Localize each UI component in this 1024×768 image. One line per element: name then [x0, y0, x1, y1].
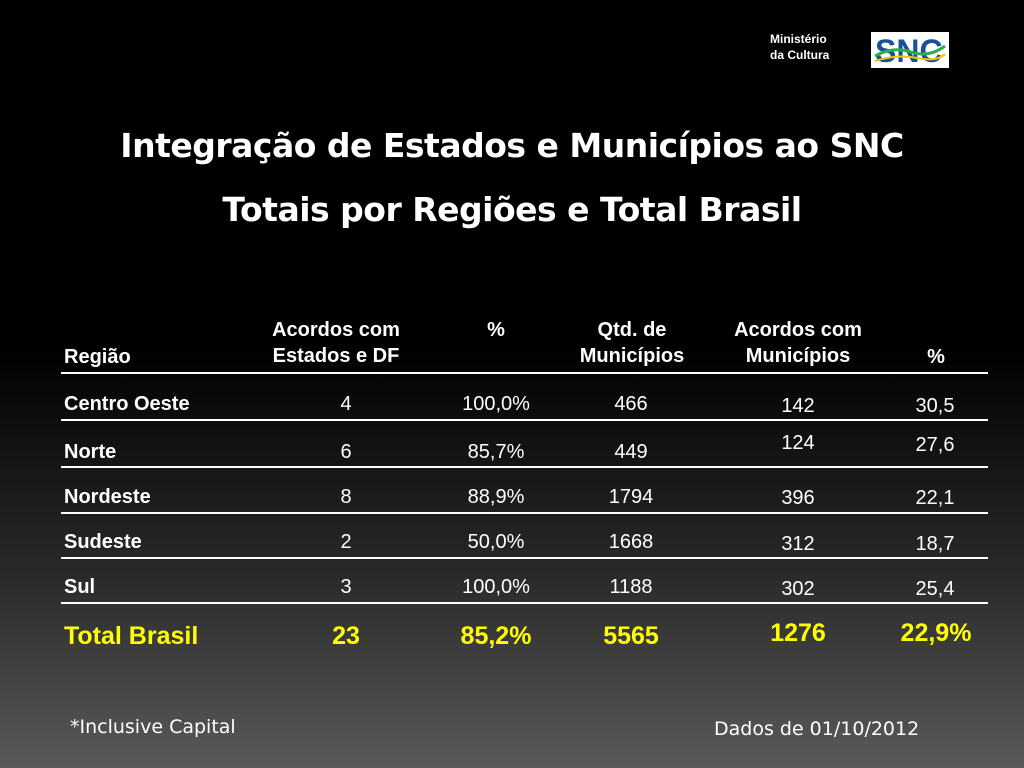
row-sudeste-regiao: Sudeste: [64, 531, 142, 553]
row-nordeste-acordos-estados: 8: [340, 486, 352, 508]
row-norte-acordos-mun: 124: [781, 432, 815, 454]
row-nordeste-pct-mun: 22,1: [915, 487, 955, 509]
total-acordos-estados: 23: [332, 622, 360, 650]
header-regiao: Região: [64, 346, 131, 368]
row-nordeste-acordos-mun: 396: [781, 487, 815, 509]
total-pct-mun: 22,9%: [900, 619, 972, 647]
total-qtd: 5565: [603, 622, 659, 650]
header-acordos-mun-line2: Municípios: [745, 345, 851, 367]
total-pct-estados: 85,2%: [460, 622, 532, 650]
header-pct-municipios: %: [927, 346, 945, 368]
row-sudeste-acordos-mun: 312: [781, 533, 815, 555]
row-nordeste-qtd: 1794: [608, 486, 654, 508]
row-rule: [61, 512, 988, 514]
header-acordos-estados: Acordos com Estados e DF: [261, 317, 411, 369]
row-centro-oeste-qtd: 466: [614, 393, 648, 415]
snc-logo: SNC: [871, 32, 949, 68]
header-qtd-line2: Municípios: [579, 345, 685, 367]
total-acordos-mun: 1276: [770, 619, 826, 647]
row-sul-acordos-estados: 3: [340, 576, 352, 598]
ministry-label: Ministério da Cultura: [770, 31, 829, 63]
row-rule: [61, 557, 988, 559]
row-sudeste-pct-mun: 18,7: [915, 533, 955, 555]
header-pct-estados: %: [487, 319, 505, 341]
row-rule: [61, 466, 988, 468]
row-sul-acordos-mun: 302: [781, 578, 815, 600]
page-title-line1: Integração de Estados e Municípios ao SN…: [120, 126, 904, 165]
row-nordeste-pct-estados: 88,9%: [467, 486, 525, 508]
row-sul-regiao: Sul: [64, 576, 96, 598]
row-centro-oeste-acordos-estados: 4: [340, 393, 352, 415]
row-norte-regiao: Norte: [64, 441, 117, 463]
ministry-line1: Ministério: [770, 32, 827, 46]
row-sudeste-acordos-estados: 2: [340, 531, 352, 553]
header-rule: [61, 372, 988, 374]
header-acordos-municipios: Acordos com Municípios: [716, 317, 880, 369]
header-acordos-estados-line1: Acordos com: [272, 319, 400, 341]
header-qtd-line1: Qtd. de: [597, 319, 667, 341]
row-norte-acordos-estados: 6: [340, 441, 352, 463]
header-acordos-estados-line2: Estados e DF: [272, 345, 400, 367]
row-norte-qtd: 449: [614, 441, 648, 463]
row-rule: [61, 602, 988, 604]
row-sul-qtd: 1188: [609, 576, 653, 598]
row-centro-oeste-acordos-mun: 142: [781, 395, 815, 417]
header-qtd-municipios: Qtd. de Municípios: [561, 317, 703, 369]
row-centro-oeste-pct-mun: 30,5: [915, 395, 955, 417]
row-norte-pct-mun: 27,6: [915, 434, 955, 456]
snc-logo-mark: SNC: [874, 34, 946, 66]
row-sudeste-qtd: 1668: [608, 531, 654, 553]
row-nordeste-regiao: Nordeste: [64, 486, 151, 508]
total-regiao: Total Brasil: [64, 622, 199, 650]
row-rule: [61, 419, 988, 421]
data-date: Dados de 01/10/2012: [714, 718, 920, 740]
row-sul-pct-mun: 25,4: [915, 578, 955, 600]
header-acordos-mun-line1: Acordos com: [734, 319, 862, 341]
row-norte-pct-estados: 85,7%: [467, 441, 525, 463]
ministry-line2: da Cultura: [770, 48, 830, 62]
row-sul-pct-estados: 100,0%: [462, 576, 530, 598]
row-centro-oeste-regiao: Centro Oeste: [64, 393, 190, 415]
row-sudeste-pct-estados: 50,0%: [467, 531, 525, 553]
footnote: *Inclusive Capital: [70, 716, 236, 738]
page-title-line2: Totais por Regiões e Total Brasil: [222, 190, 802, 229]
row-centro-oeste-pct-estados: 100,0%: [462, 393, 530, 415]
